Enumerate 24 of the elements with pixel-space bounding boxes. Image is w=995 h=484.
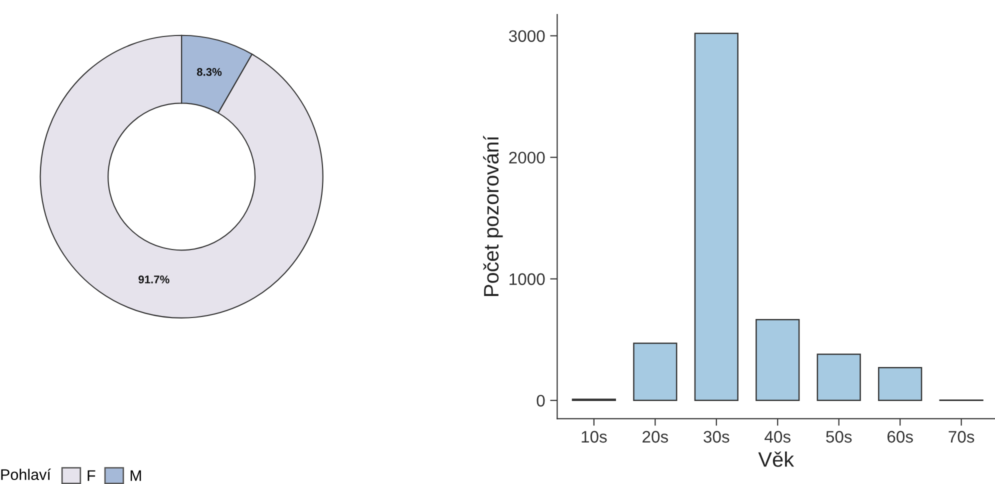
y-axis-title: Počet pozorování — [483, 136, 503, 296]
y-tick-label: 1000 — [510, 273, 545, 286]
x-axis-title: Věk — [758, 451, 794, 467]
x-tick-label: 50s — [826, 430, 852, 443]
x-tick-label: 40s — [764, 430, 790, 443]
x-tick-label: 20s — [642, 430, 668, 443]
data-label: 91.7% — [138, 276, 170, 284]
x-tick-label: 60s — [888, 430, 913, 443]
legend-label: M — [130, 470, 141, 481]
y-tick-label: 2000 — [509, 152, 545, 164]
bar — [816, 354, 861, 402]
legend-label: F — [88, 470, 96, 481]
x-tick-label: 70s — [948, 430, 974, 443]
bar — [878, 366, 922, 402]
bar — [633, 342, 678, 402]
donut-slice — [40, 34, 324, 318]
x-tick-label: 10s — [582, 430, 607, 443]
legend-title: Pohlaví — [1, 468, 51, 480]
x-tick-label: 30s — [704, 430, 730, 443]
y-tick-label: 0 — [536, 394, 545, 407]
bar — [694, 32, 738, 402]
y-tick-label: 3000 — [508, 30, 545, 42]
bar — [756, 318, 800, 402]
data-label: 8.3% — [196, 68, 222, 76]
